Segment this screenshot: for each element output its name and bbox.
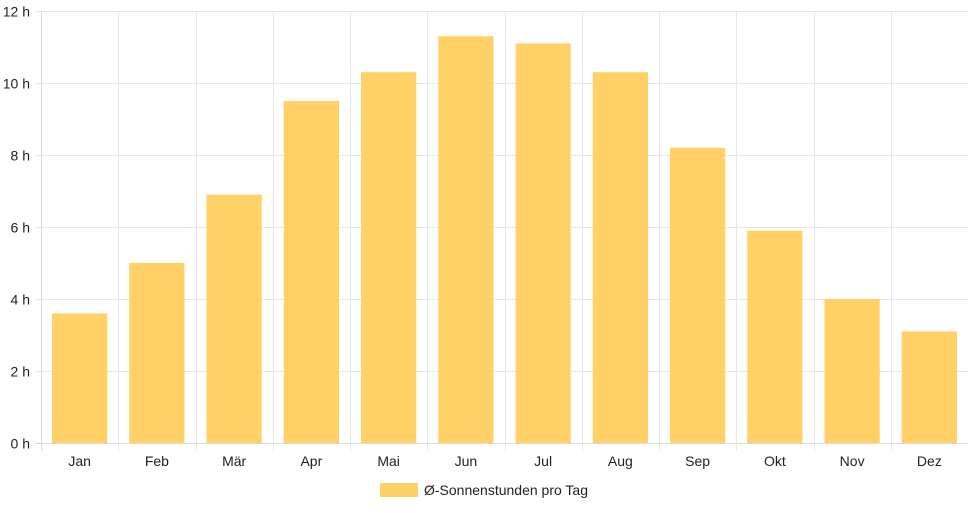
y-tick-label: 10 h [3, 76, 30, 92]
x-tick-label: Jan [68, 453, 91, 469]
x-tick-label: Jun [455, 453, 478, 469]
y-tick-label: 12 h [3, 4, 30, 20]
y-tick-label: 4 h [11, 292, 30, 308]
y-tick-label: 6 h [11, 220, 30, 236]
bar [515, 43, 571, 444]
x-tick-label: Mär [222, 453, 246, 469]
x-tick-label: Nov [840, 453, 865, 469]
bar [52, 313, 108, 443]
bar [283, 101, 339, 443]
x-tick-label: Apr [300, 453, 322, 469]
x-tick-label: Dez [917, 453, 942, 469]
bar [670, 147, 726, 444]
x-tick-label: Jul [534, 453, 552, 469]
bar [361, 72, 417, 443]
y-tick-label: 0 h [11, 436, 30, 452]
legend-label: Ø-Sonnenstunden pro Tag [424, 482, 588, 498]
bar [592, 72, 648, 443]
y-tick-label: 2 h [11, 364, 30, 380]
bar [901, 331, 957, 443]
bar [747, 230, 803, 443]
bar [206, 194, 262, 443]
bars-layer [52, 36, 957, 444]
labels-layer: 0 h 2 h 4 h 6 h 8 h 10 h 12 h Jan Feb Mär Apr Mai Ju… [3, 4, 942, 470]
grid-layer [35, 11, 968, 451]
y-tick-label: 8 h [11, 148, 30, 164]
x-tick-label: Feb [145, 453, 169, 469]
legend-swatch [380, 483, 418, 497]
x-tick-label: Okt [764, 453, 786, 469]
x-tick-label: Mai [377, 453, 400, 469]
x-tick-label: Sep [685, 453, 710, 469]
bar [129, 263, 185, 443]
bar [438, 36, 494, 443]
x-tick-label: Aug [608, 453, 633, 469]
bar [824, 299, 880, 443]
chart-legend: Ø-Sonnenstunden pro Tag [0, 480, 968, 500]
